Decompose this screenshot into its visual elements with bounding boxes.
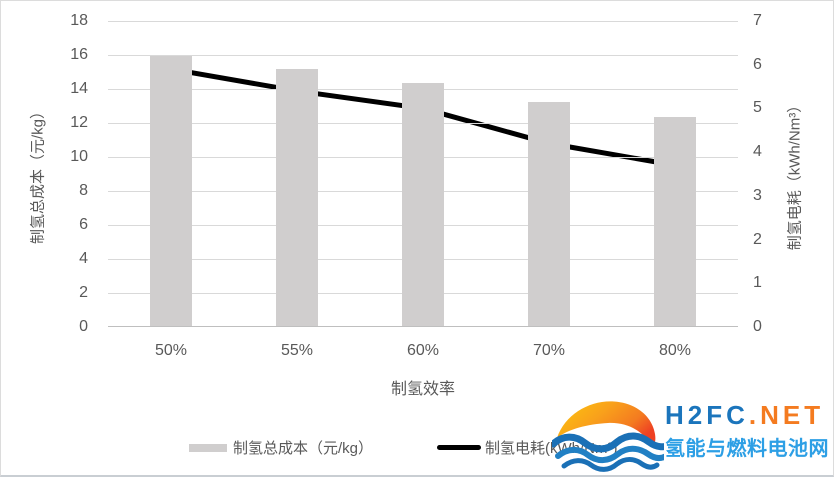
right-axis-tick-label: 6 [753, 55, 762, 73]
left-axis-tick-label: 16 [70, 46, 88, 63]
bar-60% [402, 82, 444, 326]
right-axis-tick-label: 3 [753, 186, 762, 204]
legend-line-swatch [437, 445, 481, 450]
legend-bar-swatch [189, 443, 227, 452]
x-axis-title: 制氢效率 [390, 381, 456, 398]
left-axis-tick-label: 10 [70, 148, 88, 165]
x-axis-tick-label: 80% [658, 342, 692, 359]
legend-item-bars: 制氢总成本（元/kg） [189, 437, 373, 458]
left-axis-tick-label: 2 [79, 284, 88, 301]
left-axis-tick-label: 14 [70, 80, 88, 97]
x-axis-tick-label: 50% [154, 342, 188, 359]
logo-brand-net: .NET [748, 400, 825, 430]
logo-text-block: H2FC.NET 氢能与燃料电池网 [665, 400, 833, 462]
left-axis-tick-label: 4 [79, 250, 88, 267]
logo-brand-h2fc: H2FC [665, 400, 749, 430]
right-axis-tick-label: 5 [753, 99, 762, 117]
sun-waves-logo-icon [552, 401, 664, 472]
logo-subtitle: 氢能与燃料电池网 [665, 438, 829, 460]
right-axis-tick-label: 0 [753, 318, 762, 335]
legend-label: 制氢总成本（元/kg） [233, 440, 374, 457]
x-axis-tick-label: 60% [406, 342, 440, 359]
x-axis-tick-label: 70% [532, 342, 566, 359]
left-axis-tick-label: 6 [79, 216, 88, 233]
x-axis-tick-label: 55% [280, 342, 314, 359]
right-axis-tick-label: 7 [753, 12, 762, 29]
right-axis-tick-label: 4 [753, 143, 762, 161]
left-axis-tick-label: 0 [79, 318, 88, 335]
left-axis-tick-label: 12 [70, 114, 88, 131]
plot-area [108, 21, 738, 327]
right-axis-tick-label: 2 [753, 230, 762, 248]
right-axis-title: 制氢电耗（kWh/Nm³） [786, 97, 804, 251]
left-axis-tick-label: 8 [79, 182, 88, 199]
bar-55% [276, 69, 318, 326]
right-axis-tick-label: 1 [753, 274, 762, 292]
left-axis-tick-label: 18 [70, 12, 88, 29]
bar-70% [528, 101, 570, 326]
bar-80% [654, 116, 696, 326]
gridline [108, 21, 738, 22]
logo-brand-name: H2FC.NET [665, 400, 833, 430]
bar-50% [150, 55, 192, 326]
h2fc-watermark-logo: H2FC.NET 氢能与燃料电池网 [552, 395, 833, 475]
gridline [108, 55, 738, 56]
